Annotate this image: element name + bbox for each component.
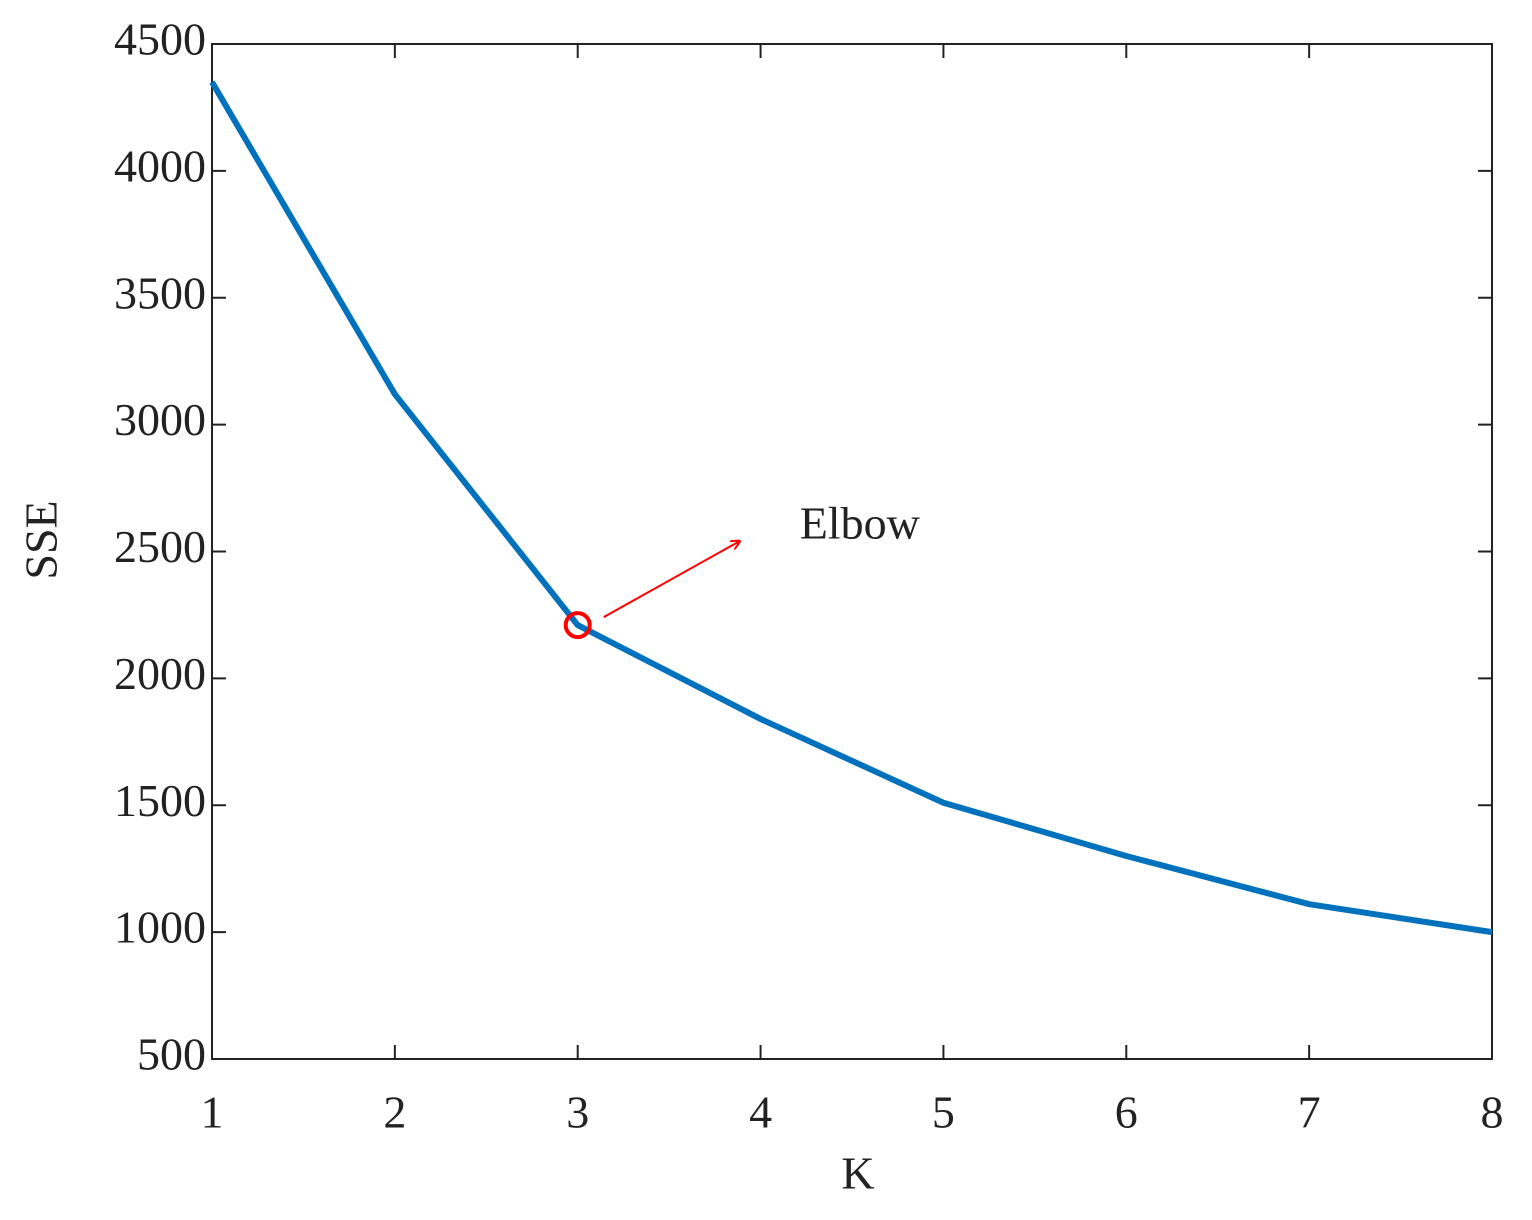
x-tick-label: 5 — [932, 1087, 955, 1138]
x-tick-label: 3 — [566, 1087, 589, 1138]
x-tick-label: 4 — [749, 1087, 772, 1138]
annotation-text: Elbow — [800, 498, 921, 549]
x-tick-label: 6 — [1115, 1087, 1138, 1138]
x-tick-label: 7 — [1298, 1087, 1321, 1138]
y-tick-label: 2500 — [114, 521, 206, 572]
annotation-arrow — [603, 541, 740, 618]
y-tick-label: 4000 — [114, 140, 206, 191]
y-tick-label: 1000 — [114, 902, 206, 953]
data-line — [209, 80, 1493, 936]
highlight-marker — [563, 611, 592, 640]
x-tick-label: 2 — [383, 1087, 406, 1138]
y-axis-title: SSE — [16, 500, 67, 579]
y-tick-label: 3000 — [114, 394, 206, 445]
y-tick-label: 4500 — [114, 14, 206, 65]
y-tick-label: 2000 — [114, 648, 206, 699]
plot-frame — [211, 43, 1493, 1060]
y-tick-label: 3500 — [114, 267, 206, 318]
x-tick-label: 1 — [201, 1087, 224, 1138]
x-tick-label: 8 — [1481, 1087, 1504, 1138]
y-tick-label: 500 — [137, 1029, 206, 1080]
x-axis-title: K — [841, 1148, 874, 1199]
y-tick-label: 1500 — [114, 775, 206, 826]
